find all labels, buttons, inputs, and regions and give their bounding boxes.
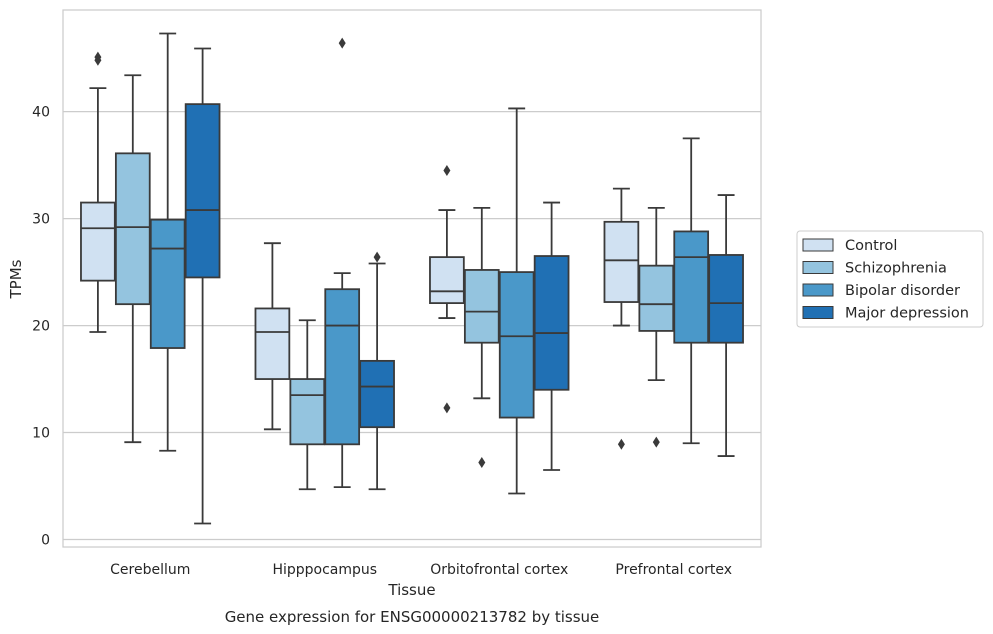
- box-iqr: [533, 255, 570, 391]
- box-schizophrenia-0: [114, 74, 151, 444]
- box-bipolar-disorder-0: [149, 32, 186, 452]
- box-iqr: [184, 103, 221, 279]
- box-major-depression-3: [708, 194, 744, 457]
- legend-swatch: [802, 306, 834, 319]
- box-bipolar-disorder-3: [673, 137, 710, 445]
- legend-label: Major depression: [845, 306, 969, 322]
- box-iqr: [429, 256, 465, 305]
- y-tick-label: 0: [41, 533, 50, 549]
- box-iqr: [289, 378, 326, 446]
- box-iqr: [359, 359, 395, 429]
- x-axis-ticks: Cerebellum Hipppocampus Orbitofrontal cort…: [110, 562, 732, 578]
- y-axis-label: TPMs: [7, 259, 25, 299]
- x-tick-label: Hipppocampus: [272, 562, 377, 578]
- box-control-0: [80, 51, 116, 333]
- outlier-point: [652, 436, 660, 448]
- outlier-point: [373, 251, 381, 263]
- box-iqr: [603, 220, 640, 303]
- legend-swatch: [802, 238, 834, 252]
- legend-label: Bipolar disorder: [845, 283, 960, 299]
- box-iqr: [254, 307, 291, 380]
- outlier-point: [617, 438, 625, 450]
- legend-label: Control: [845, 238, 897, 254]
- x-axis-label: Tissue: [387, 581, 435, 599]
- outlier-point: [94, 51, 102, 63]
- box-iqr: [708, 254, 744, 344]
- box-iqr: [498, 271, 535, 419]
- x-tick-label: Orbitofrontal cortex: [430, 562, 568, 578]
- box-major-depression-0: [184, 47, 221, 525]
- x-tick-label: Prefrontal cortex: [615, 562, 732, 578]
- box-bipolar-disorder-1: [324, 37, 361, 488]
- y-tick-label: 40: [32, 105, 50, 121]
- chart-caption: Gene expression for ENSG00000213782 by t…: [225, 608, 600, 626]
- y-tick-label: 20: [32, 319, 50, 335]
- box-control-3: [603, 187, 640, 450]
- box-iqr: [324, 288, 361, 446]
- box-major-depression-2: [533, 201, 570, 471]
- box-bipolar-disorder-2: [498, 107, 535, 495]
- box-control-1: [254, 242, 291, 431]
- outlier-point: [443, 402, 451, 414]
- box-schizophrenia-1: [289, 319, 326, 491]
- box-iqr: [149, 218, 186, 349]
- box-schizophrenia-3: [638, 206, 675, 448]
- legend: Control Schizophrenia Bipolar disorder Majo…: [796, 230, 984, 328]
- box-iqr: [673, 230, 710, 344]
- box-control-2: [429, 164, 465, 414]
- legend-frame: [796, 230, 984, 328]
- y-axis-ticks: 0 10 20 30 40: [32, 105, 50, 549]
- box-iqr: [638, 264, 675, 332]
- box-iqr: [114, 152, 151, 306]
- y-tick-label: 30: [32, 212, 50, 228]
- box-schizophrenia-2: [463, 206, 500, 468]
- box-iqr: [80, 201, 116, 282]
- legend-swatch: [802, 261, 834, 274]
- box-iqr: [463, 269, 500, 344]
- plot-area-frame: [62, 9, 762, 548]
- outlier-point: [478, 456, 486, 468]
- x-tick-label: Cerebellum: [110, 562, 190, 578]
- box-plots: [80, 32, 744, 525]
- outlier-point: [338, 37, 346, 49]
- box-major-depression-1: [359, 251, 395, 491]
- legend-swatch: [802, 283, 834, 297]
- y-tick-label: 10: [32, 426, 50, 442]
- legend-label: Schizophrenia: [845, 261, 947, 277]
- outlier-point: [443, 164, 451, 176]
